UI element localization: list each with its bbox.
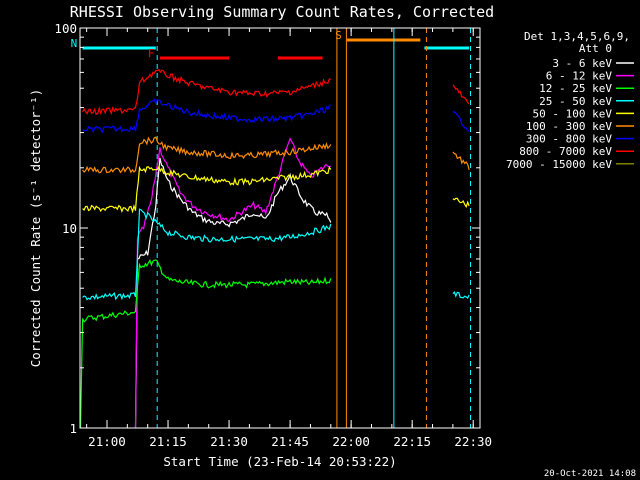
- footer-date: 20-Oct-2021 14:08: [544, 469, 636, 479]
- x-tick-label: 21:30: [210, 434, 248, 449]
- legend-label: 12 - 25 keV: [539, 82, 612, 95]
- y-tick-label: 100: [54, 21, 77, 36]
- y-tick-label: 1: [69, 421, 77, 436]
- vertical-markers: [156, 28, 472, 428]
- legend-header-line-1: Det 1,3,4,5,6,9,: [524, 30, 630, 43]
- series-line-7: [82, 68, 470, 116]
- x-axis-label: Start Time (23-Feb-14 20:53:22): [163, 454, 396, 469]
- x-tick-label: 22:15: [393, 434, 431, 449]
- series-line-0: [134, 157, 332, 429]
- legend-label: 6 - 12 keV: [546, 70, 613, 83]
- x-tick-label: 21:15: [149, 434, 187, 449]
- legend-label: 50 - 100 keV: [533, 107, 613, 120]
- x-tick-label: 21:45: [271, 434, 309, 449]
- axes: 21:00 21:15 21:30 21:45 22:00 22:15 22:30 1 10 10…: [54, 21, 492, 449]
- legend-label: 25 - 50 keV: [539, 95, 612, 108]
- x-tick-label: 22:00: [332, 434, 370, 449]
- legend-label: 7000 - 15000 keV: [506, 158, 612, 171]
- legend-label: 800 - 7000 keV: [519, 145, 612, 158]
- series-line-6: [82, 98, 470, 134]
- series-line-1: [134, 137, 331, 429]
- y-tick-label: 10: [62, 221, 77, 236]
- y-axis-label: Corrected Count Rate (s⁻¹ detector⁻¹): [28, 89, 43, 367]
- flag-bar-label-f: F: [148, 47, 155, 60]
- legend-label: 3 - 6 keV: [552, 57, 612, 70]
- legend-header-line-2: Att 0: [579, 42, 612, 55]
- series-line-4: [82, 164, 470, 214]
- series-lines: [79, 68, 470, 429]
- flag-bar-label-s: S: [335, 29, 342, 42]
- series-line-5: [82, 136, 470, 174]
- x-tick-label: 22:30: [454, 434, 492, 449]
- series-line-3: [82, 208, 470, 301]
- legend-label: 300 - 800 keV: [526, 133, 612, 146]
- series-line-2: [79, 258, 332, 429]
- x-tick-label: 21:00: [88, 434, 126, 449]
- chart-title: RHESSI Observing Summary Count Rates, Co…: [70, 3, 494, 21]
- observing-flag-bars: N F S: [71, 29, 470, 60]
- legend-label: 100 - 300 keV: [526, 120, 612, 133]
- flag-bar-label-n: N: [71, 37, 78, 50]
